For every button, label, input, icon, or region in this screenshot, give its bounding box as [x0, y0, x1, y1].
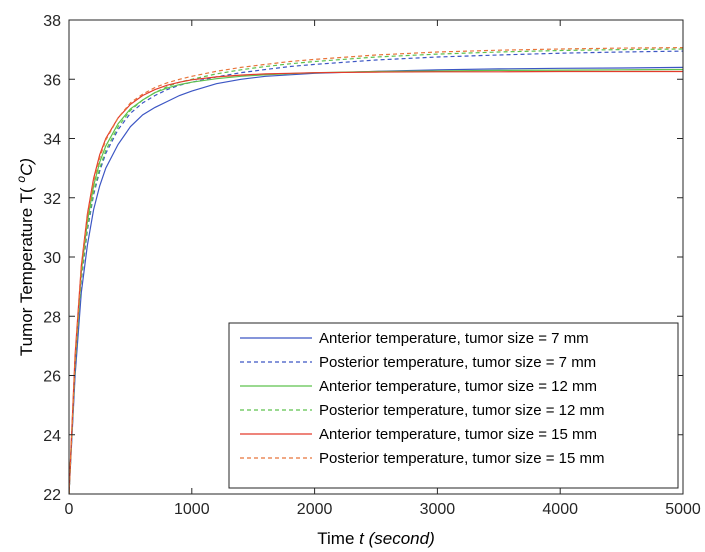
- y-tick-label: 22: [43, 487, 61, 504]
- y-tick-label: 36: [43, 72, 61, 89]
- y-tick-label: 26: [43, 369, 61, 386]
- y-axis-title: Tumor Temperature T( oC): [14, 158, 36, 356]
- y-tick-label: 32: [43, 191, 61, 208]
- x-tick-label: 5000: [665, 501, 701, 518]
- x-tick-label: 4000: [542, 501, 578, 518]
- series-line-3: [69, 68, 683, 494]
- ticks-layer: 0 1000 2000 3000 4000 5000 22 24 26 28 30 32 34 36 38: [43, 13, 701, 518]
- x-tick-label: 3000: [420, 501, 456, 518]
- x-tick-label: 2000: [297, 501, 333, 518]
- legend-label-3: Anterior temperature, tumor size = 12 mm: [319, 378, 597, 395]
- y-tick-label: 34: [43, 132, 61, 149]
- y-tick-label: 24: [43, 428, 61, 445]
- legend-label-4: Posterior temperature, tumor size = 12 m…: [319, 402, 605, 419]
- series-line-2: [69, 50, 683, 494]
- y-tick-label: 38: [43, 13, 61, 30]
- legend: Anterior temperature, tumor size = 7 mm P…: [228, 322, 679, 489]
- series-line-5: [69, 70, 683, 494]
- legend-label-1: Anterior temperature, tumor size = 7 mm: [319, 330, 589, 347]
- legend-box: [228, 322, 679, 489]
- y-tick-label: 28: [43, 309, 61, 326]
- y-tick-label: 30: [43, 250, 61, 267]
- x-tick-label: 0: [65, 501, 74, 518]
- x-tick-label: 1000: [174, 501, 210, 518]
- plot-frame: [68, 19, 684, 495]
- legend-label-5: Anterior temperature, tumor size = 15 mm: [319, 426, 597, 443]
- legend-label-6: Posterior temperature, tumor size = 15 m…: [319, 450, 605, 467]
- legend-label-2: Posterior temperature, tumor size = 7 mm: [319, 354, 596, 371]
- x-axis-title: Time t (second): [317, 529, 434, 548]
- series-line-6: [69, 47, 683, 494]
- series-layer: [69, 47, 683, 494]
- series-line-1: [69, 66, 683, 494]
